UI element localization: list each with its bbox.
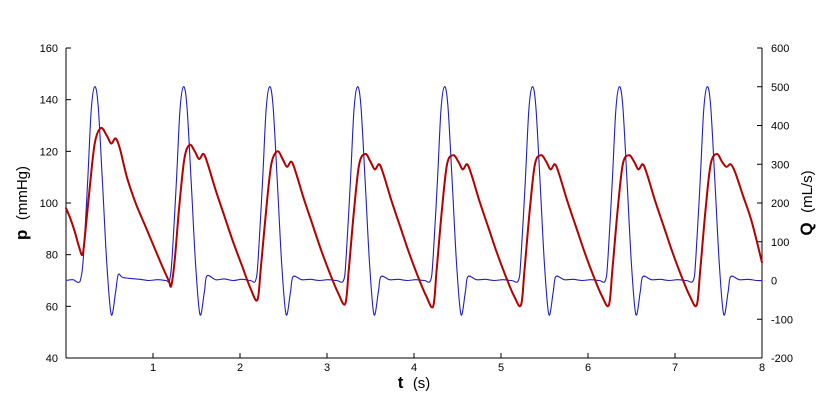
x-tick-label: 3 xyxy=(324,362,330,374)
x-axis-symbol: t xyxy=(398,373,404,392)
y-left-tick-label: 80 xyxy=(46,250,58,262)
series-line-pressure xyxy=(65,126,763,309)
x-ticks: 1 2 3 4 5 6 7 8 xyxy=(150,353,765,374)
y-right-tick-label: 200 xyxy=(771,198,789,210)
x-tick-label: 4 xyxy=(411,362,417,374)
y-left-ticks: 40 60 80 100 120 140 160 xyxy=(40,43,71,365)
y-axis-right-title: Q (mL/s) xyxy=(797,170,816,235)
y-right-tick-label: 400 xyxy=(771,121,789,133)
x-axis-title: t (s) xyxy=(398,373,431,392)
x-tick-label: 2 xyxy=(237,362,243,374)
series-line-flow xyxy=(65,86,763,316)
series-group xyxy=(65,86,763,316)
x-axis-unit: (s) xyxy=(413,375,431,392)
y-right-tick-label: 600 xyxy=(771,43,789,55)
x-tick-label: 6 xyxy=(585,362,591,374)
y-left-tick-label: 40 xyxy=(46,353,58,365)
plot-frame xyxy=(65,48,763,359)
y-axis-right-unit: (mL/s) xyxy=(799,170,816,213)
y-right-tick-label: 300 xyxy=(771,159,789,171)
y-right-tick-label: 0 xyxy=(771,276,777,288)
y-axis-left-unit: (mmHg) xyxy=(14,166,31,220)
y-left-tick-label: 100 xyxy=(40,198,58,210)
y-right-ticks: -200 -100 0 100 200 300 400 500 600 xyxy=(757,43,793,365)
y-left-tick-label: 140 xyxy=(40,95,58,107)
y-axis-right-symbol: Q xyxy=(797,222,816,235)
y-left-tick-label: 120 xyxy=(40,146,58,158)
y-right-tick-label: 100 xyxy=(771,237,789,249)
x-tick-label: 5 xyxy=(498,362,504,374)
y-left-tick-label: 60 xyxy=(46,301,58,313)
x-tick-label: 8 xyxy=(759,362,765,374)
x-tick-label: 7 xyxy=(672,362,678,374)
y-right-tick-label: -100 xyxy=(771,314,793,326)
x-tick-label: 1 xyxy=(150,362,156,374)
y-axis-left-title: p (mmHg) xyxy=(12,166,31,240)
y-axis-left-symbol: p xyxy=(12,230,31,240)
y-left-tick-label: 160 xyxy=(40,43,58,55)
y-right-tick-label: -200 xyxy=(771,353,793,365)
y-right-tick-label: 500 xyxy=(771,82,789,94)
